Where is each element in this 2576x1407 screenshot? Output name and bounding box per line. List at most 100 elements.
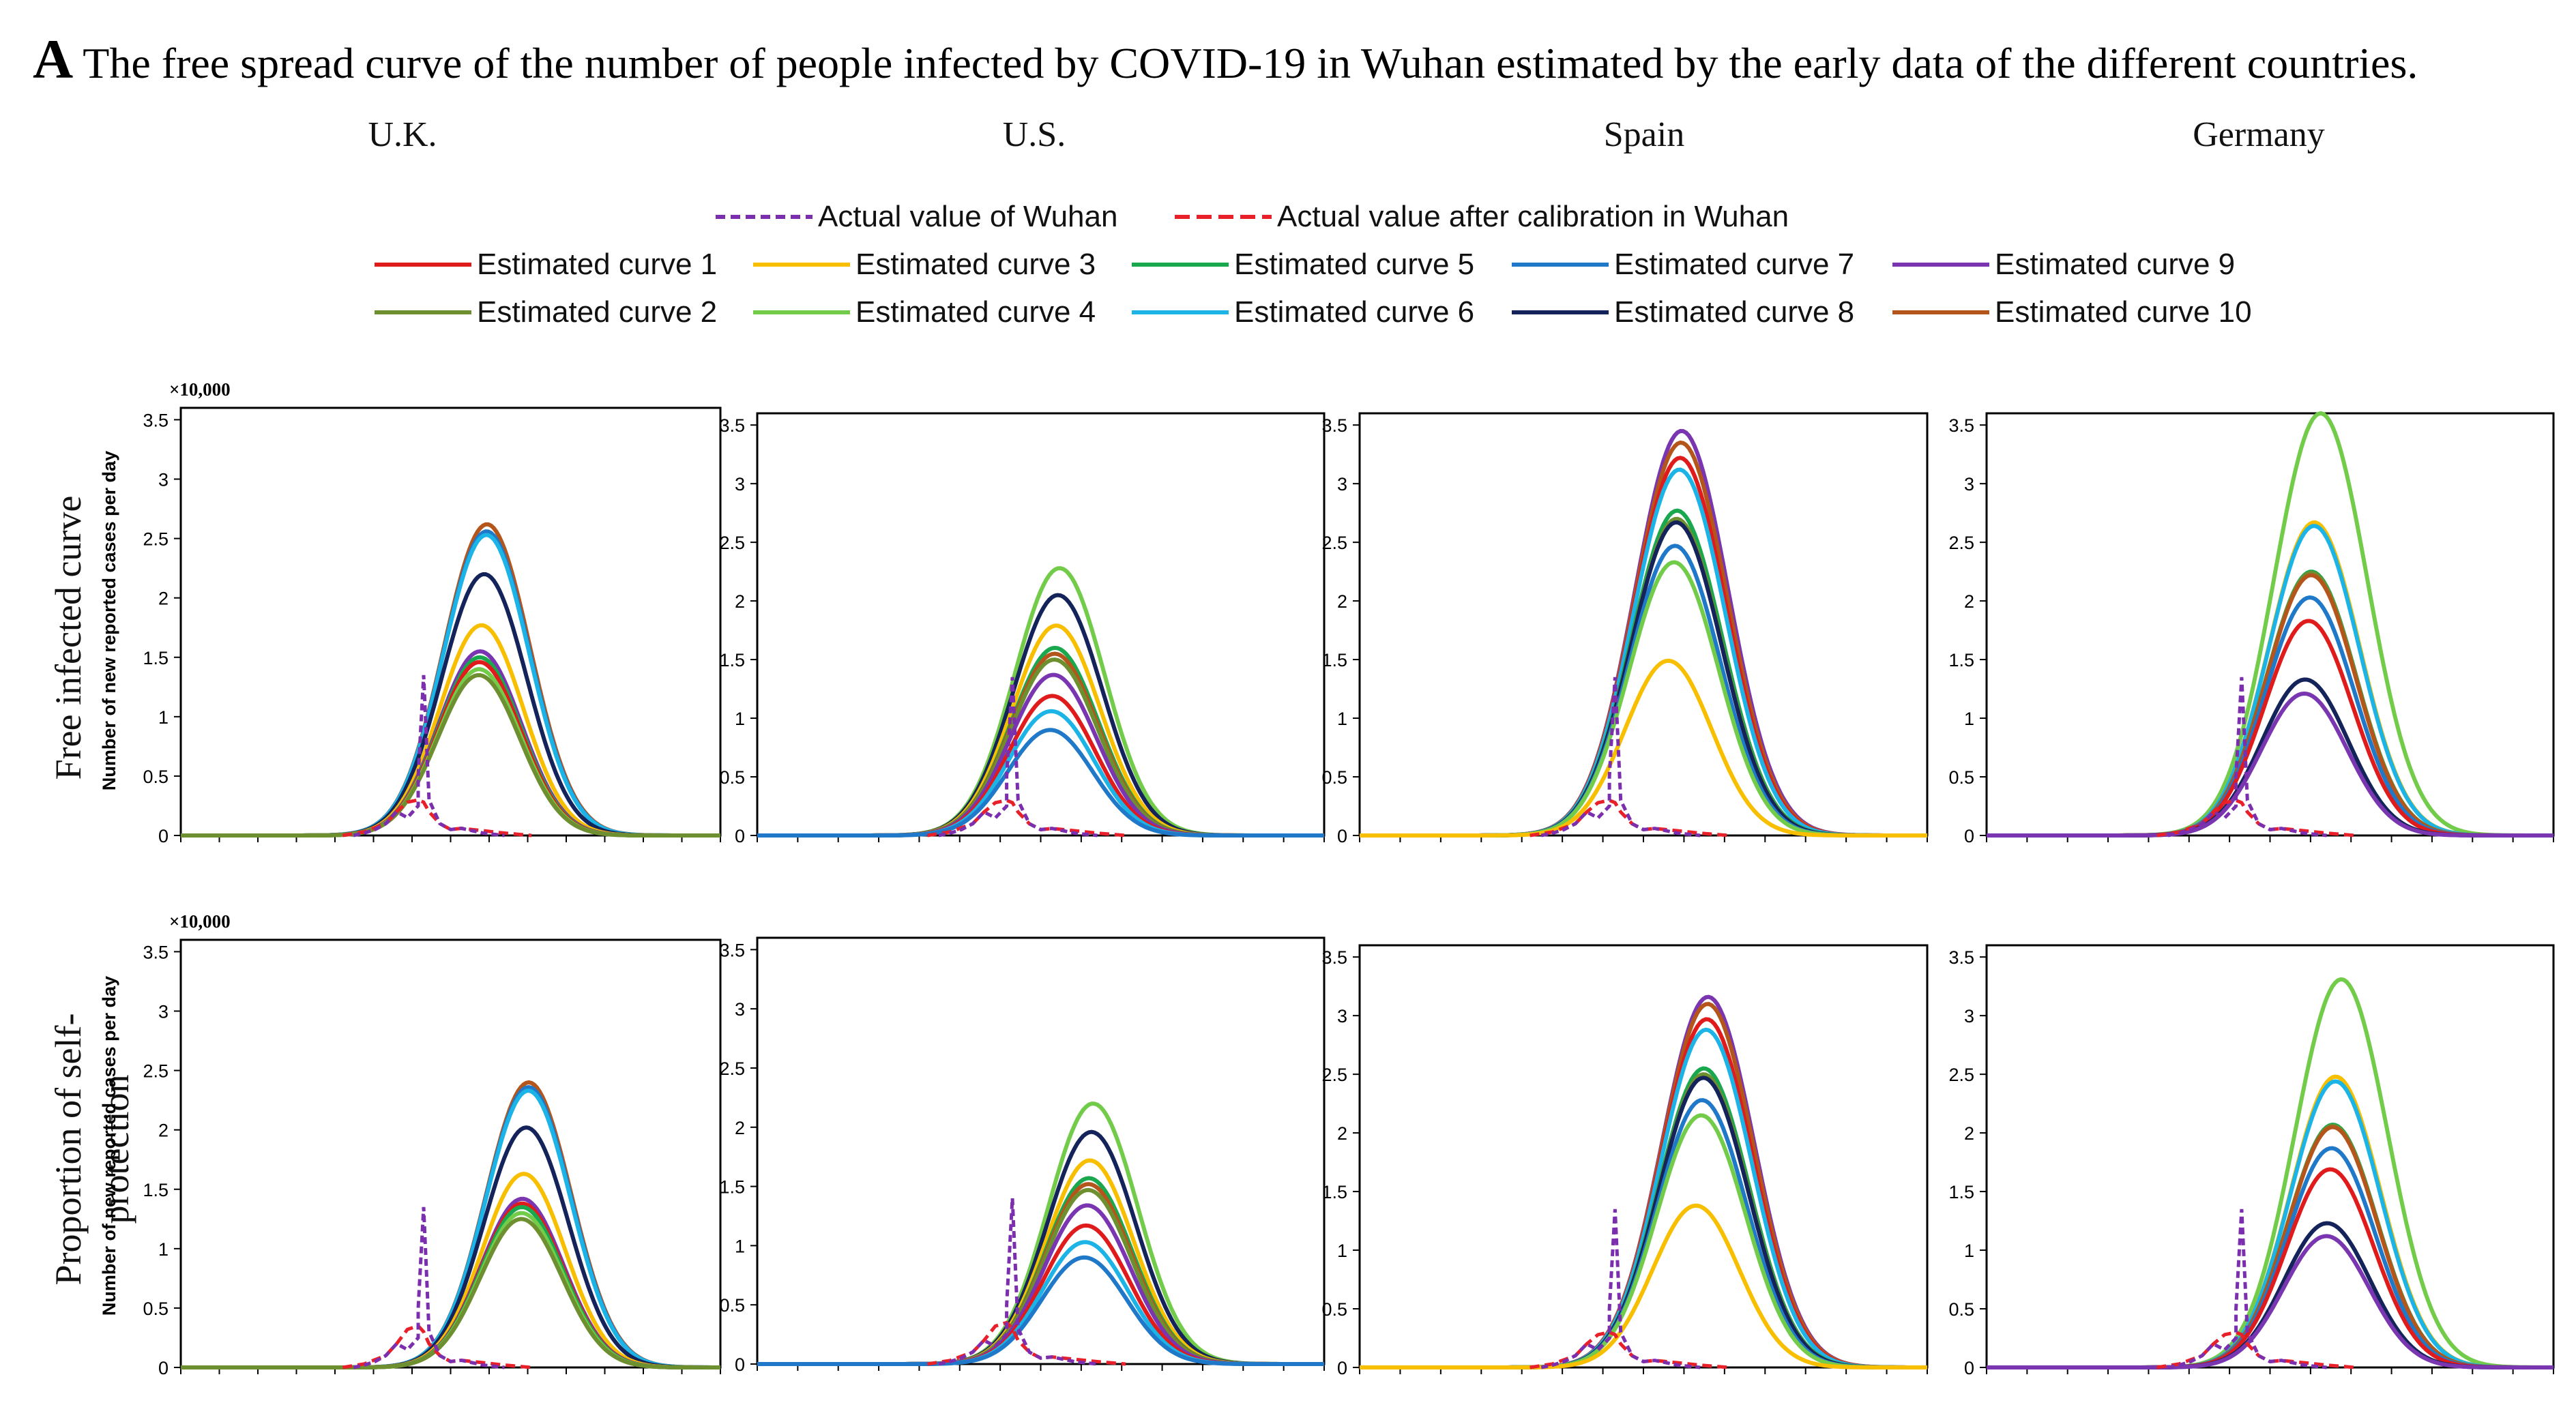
legend-estimated-curve-7: Estimated curve 7 (1509, 244, 1854, 285)
chart-free-infected-curve-germany-ytick-label-6: 3 (1964, 474, 1974, 494)
chart-free-infected-curve-germany-estimated-curve-8 (1987, 677, 2553, 838)
chart-proportion-of-self-protection-u-k-estimated-curve-9 (181, 1196, 720, 1369)
chart-proportion-of-self-protection-spain-frame (1358, 944, 1929, 1369)
panel-letter: A (33, 28, 74, 90)
chart-proportion-of-self-protection-u-s-estimated-curve-8 (757, 1129, 1324, 1366)
legend-estimated-curve-7-label: Estimated curve 7 (1614, 248, 1855, 281)
chart-proportion-of-self-protection-u-k-estimated-curve-3 (181, 1172, 720, 1369)
legend-actual-calibrated-label: Actual value after calibration in Wuhan (1277, 200, 1789, 233)
chart-proportion-of-self-protection-germany-ytick-label-1: 0.5 (1948, 1299, 1974, 1320)
chart-proportion-of-self-protection-spain-ytick-label-4: 2 (1337, 1123, 1347, 1144)
chart-free-infected-curve-germany-ytick-label-5: 2.5 (1948, 533, 1974, 553)
chart-free-infected-curve-germany-estimated-curve-10 (1987, 573, 2553, 838)
chart-free-infected-curve-u-s-estimated-curve-6 (757, 709, 1324, 838)
chart-free-infected-curve-u-k-ytick-label-6: 3 (158, 470, 169, 490)
chart-free-infected-curve-u-s-ytick-label-5: 2.5 (719, 533, 745, 553)
chart-free-infected-curve-u-k-ytick-label-4: 2 (158, 589, 169, 609)
legend-estimated-curve-9-label: Estimated curve 9 (1995, 248, 2236, 281)
chart-free-infected-curve-germany-estimated-curve-4 (1987, 411, 2553, 838)
chart-proportion-of-self-protection-u-s-estimated-curve-4 (757, 1101, 1324, 1366)
legend-estimated-curve-8: Estimated curve 8 (1509, 292, 1854, 333)
chart-proportion-of-self-protection-u-k-ytick-label-7: 3.5 (143, 942, 169, 962)
legend-estimated-curve-6-label: Estimated curve 6 (1234, 295, 1475, 329)
legend-estimated-curve-2-swatch (375, 310, 471, 314)
chart-proportion-of-self-protection-germany-estimated-curve-9 (1987, 1234, 2553, 1369)
chart-proportion-of-self-protection-spain-estimated-curve-5 (1360, 1066, 1927, 1369)
chart-proportion-of-self-protection-u-s-calibrated-actual-line (926, 1320, 1126, 1366)
legend-estimated-curve-10: Estimated curve 10 (1890, 292, 2252, 333)
chart-proportion-of-self-protection-germany-ytick-label-5: 2.5 (1948, 1065, 1974, 1085)
chart-free-infected-curve-u-k-ytick-label-0: 0 (158, 826, 169, 846)
chart-proportion-of-self-protection-spain: 0 0.5 1 1.5 2 2.5 3 3.5 (1321, 944, 1929, 1378)
chart-free-infected-curve-spain-ytick-label-2: 1 (1337, 709, 1347, 729)
chart-free-infected-curve-u-k-ytick-label-5: 2.5 (143, 529, 169, 550)
country-label-spain: Spain (1603, 115, 1685, 154)
legend-actual-wuhan: Actual value of Wuhan (713, 196, 1117, 237)
legend-estimated-curve-3-swatch (753, 263, 850, 267)
chart-proportion-of-self-protection-u-k-estimated-curve-1 (181, 1201, 720, 1369)
chart-proportion-of-self-protection-u-k-ytick-label-6: 3 (158, 1002, 169, 1022)
chart-proportion-of-self-protection-u-k-frame (179, 938, 722, 1369)
legend-actual-calibrated: Actual value after calibration in Wuhan (1172, 196, 1789, 237)
chart-proportion-of-self-protection-u-k: 0 0.5 1 1.5 2 2.5 3 3.5 (143, 938, 722, 1378)
chart-proportion-of-self-protection-spain-ytick-label-0: 0 (1337, 1358, 1347, 1378)
country-label-us: U.S. (1002, 115, 1066, 154)
legend-estimated-curve-10-label: Estimated curve 10 (1995, 295, 2252, 329)
chart-proportion-of-self-protection-u-k-calibrated-actual-line (342, 1324, 532, 1369)
chart-proportion-of-self-protection-germany-ytick-label-7: 3.5 (1948, 947, 1974, 968)
chart-free-infected-curve-u-s: 0 0.5 1 1.5 2 2.5 3 3.5 (719, 412, 1326, 846)
chart-proportion-of-self-protection-germany-estimated-curve-6 (1987, 1079, 2553, 1369)
chart-free-infected-curve-u-s-ytick-label-2: 1 (735, 709, 745, 729)
chart-proportion-of-self-protection-u-s-actual-wuhan-line (938, 1198, 1098, 1366)
chart-free-infected-curve-germany: 0 0.5 1 1.5 2 2.5 3 3.5 (1948, 411, 2555, 846)
legend-estimated-curve-4: Estimated curve 4 (750, 292, 1096, 333)
chart-free-infected-curve-u-k-estimated-curve-6 (181, 533, 720, 838)
legend-estimated-curve-5: Estimated curve 5 (1129, 244, 1474, 285)
chart-free-infected-curve-spain-ytick-label-6: 3 (1337, 474, 1347, 494)
chart-proportion-of-self-protection-spain-ytick-label-5: 2.5 (1321, 1065, 1347, 1085)
chart-free-infected-curve-spain-estimated-curve-6 (1360, 467, 1927, 838)
legend-actual-wuhan-swatch (716, 215, 813, 219)
chart-free-infected-curve-u-s-ytick-label-1: 0.5 (719, 767, 745, 788)
chart-free-infected-curve-spain-ytick-label-0: 0 (1337, 826, 1347, 846)
chart-proportion-of-self-protection-u-k-estimated-curve-5 (181, 1205, 720, 1369)
chart-free-infected-curve-u-k-estimated-curve-3 (181, 623, 720, 838)
chart-free-infected-curve-spain-ytick-label-7: 3.5 (1321, 415, 1347, 436)
country-label-uk: U.K. (368, 115, 437, 154)
chart-proportion-of-self-protection-u-s-ytick-label-7: 3.5 (719, 940, 745, 960)
y-scale-label-top: ×10,000 (169, 379, 231, 400)
figure-title: A The free spread curve of the number of … (33, 27, 2418, 91)
legend-estimated-curve-8-swatch (1512, 310, 1609, 314)
chart-proportion-of-self-protection-germany-ytick-label-3: 1.5 (1948, 1182, 1974, 1202)
legend-estimated-curve-1-swatch (375, 263, 471, 267)
chart-free-infected-curve-u-k-estimated-curve-7 (181, 529, 720, 838)
chart-free-infected-curve-u-k-estimated-curve-2 (181, 673, 720, 838)
chart-free-infected-curve-germany-ytick-label-2: 1 (1964, 709, 1974, 729)
chart-free-infected-curve-germany-estimated-curve-9 (1987, 691, 2553, 838)
chart-proportion-of-self-protection-u-k-estimated-curve-4 (181, 1211, 720, 1369)
chart-free-infected-curve-u-s-ytick-label-7: 3.5 (719, 415, 745, 436)
legend-estimated-curve-4-swatch (753, 310, 850, 314)
chart-proportion-of-self-protection-spain-estimated-curve-1 (1360, 1017, 1927, 1369)
chart-free-infected-curve-u-k-ytick-label-7: 3.5 (143, 410, 169, 430)
chart-proportion-of-self-protection-spain-estimated-curve-10 (1360, 1002, 1927, 1369)
chart-free-infected-curve-u-k-ytick-label-3: 1.5 (143, 648, 169, 668)
chart-free-infected-curve-germany-ytick-label-4: 2 (1964, 591, 1974, 612)
chart-free-infected-curve-spain: 0 0.5 1 1.5 2 2.5 3 3.5 (1321, 412, 1929, 846)
legend-estimated-curve-2-label: Estimated curve 2 (477, 295, 718, 329)
chart-proportion-of-self-protection-spain-ytick-label-6: 3 (1337, 1006, 1347, 1026)
chart-proportion-of-self-protection-germany-estimated-curve-3 (1987, 1074, 2553, 1369)
chart-proportion-of-self-protection-germany-ytick-label-0: 0 (1964, 1358, 1974, 1378)
chart-free-infected-curve-u-k-calibrated-actual-line (342, 798, 532, 838)
chart-proportion-of-self-protection-u-s: 0 0.5 1 1.5 2 2.5 3 3.5 (719, 936, 1326, 1375)
chart-proportion-of-self-protection-spain-ytick-label-2: 1 (1337, 1241, 1347, 1261)
chart-proportion-of-self-protection-u-s-ytick-label-1: 0.5 (719, 1295, 745, 1316)
chart-proportion-of-self-protection-germany-estimated-curve-7 (1987, 1146, 2553, 1369)
chart-proportion-of-self-protection-u-s-ytick-label-3: 1.5 (719, 1177, 745, 1198)
chart-free-infected-curve-germany-frame (1985, 412, 2555, 837)
legend-estimated-curve-2: Estimated curve 2 (372, 292, 717, 333)
chart-proportion-of-self-protection-germany: 0 0.5 1 1.5 2 2.5 3 3.5 (1948, 944, 2555, 1378)
country-label-germany: Germany (2193, 115, 2325, 154)
legend-estimated-curve-6: Estimated curve 6 (1129, 292, 1474, 333)
chart-free-infected-curve-u-k-ytick-label-2: 1 (158, 707, 169, 728)
